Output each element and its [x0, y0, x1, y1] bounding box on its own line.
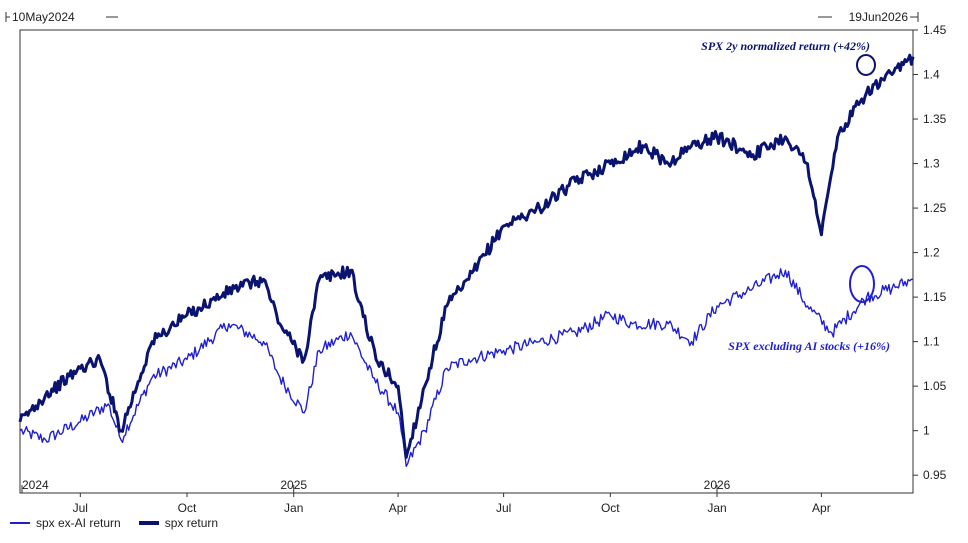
- y-tick-label: 1.4: [923, 68, 940, 82]
- x-tick-label: Apr: [812, 501, 831, 515]
- legend-label-exai: spx ex-AI return: [36, 516, 121, 530]
- y-axis: 0.95 1 1.05 1.1 1.15 1.2 1.25 1.3 1.35 1.4 1.45: [913, 23, 947, 482]
- x-tick-label: Jan: [284, 501, 303, 515]
- annotation-exai: SPX excluding AI stocks (+16%): [728, 339, 890, 353]
- legend-swatch-spx: [138, 521, 159, 525]
- start-date-label: 10May2024: [12, 10, 75, 24]
- series-line-exai: [19, 268, 913, 467]
- legend-label-spx: spx return: [164, 516, 219, 530]
- x-tick-label: Jul: [73, 501, 88, 515]
- year-label: 2024: [22, 478, 49, 492]
- year-label: 2026: [704, 478, 731, 492]
- y-tick-label: 1.05: [923, 379, 947, 393]
- highlight-circle-spx: [856, 54, 876, 76]
- x-tick-label: Oct: [601, 501, 620, 515]
- y-tick-label: 1.35: [923, 112, 947, 126]
- y-tick-label: 1.3: [923, 157, 940, 171]
- plot-frame: [19, 29, 914, 494]
- y-tick-label: 1.2: [923, 246, 940, 260]
- legend: spx ex-AI return spx return: [10, 516, 218, 530]
- y-tick-label: 0.95: [923, 468, 947, 482]
- x-tick-label: Jul: [496, 501, 511, 515]
- year-label: 2025: [280, 478, 307, 492]
- y-tick-label: 1: [923, 424, 930, 438]
- legend-swatch-exai: [10, 522, 30, 524]
- x-axis: Jul Oct Jan Apr Jul Oct Jan Apr 2024 2025 2026: [21, 478, 831, 515]
- y-tick-label: 1.1: [923, 335, 940, 349]
- highlight-circle-exai: [849, 265, 875, 303]
- series-line-spx: [18, 53, 915, 459]
- series-layer: [18, 53, 915, 467]
- legend-item-spx: spx return: [138, 516, 219, 530]
- end-date-label: 19Jun2026: [849, 10, 909, 24]
- date-range-end: 19Jun2026: [818, 9, 919, 24]
- annotation-spx: SPX 2y normalized return (+42%): [701, 39, 870, 53]
- x-tick-label: Jan: [707, 501, 726, 515]
- y-tick-label: 1.15: [923, 290, 947, 304]
- y-tick-label: 1.45: [923, 23, 947, 37]
- y-tick-label: 1.25: [923, 201, 947, 215]
- x-tick-label: Apr: [389, 501, 408, 515]
- x-tick-label: Oct: [178, 501, 197, 515]
- date-range-start: 10May2024: [5, 9, 118, 24]
- legend-item-exai: spx ex-AI return: [10, 516, 121, 530]
